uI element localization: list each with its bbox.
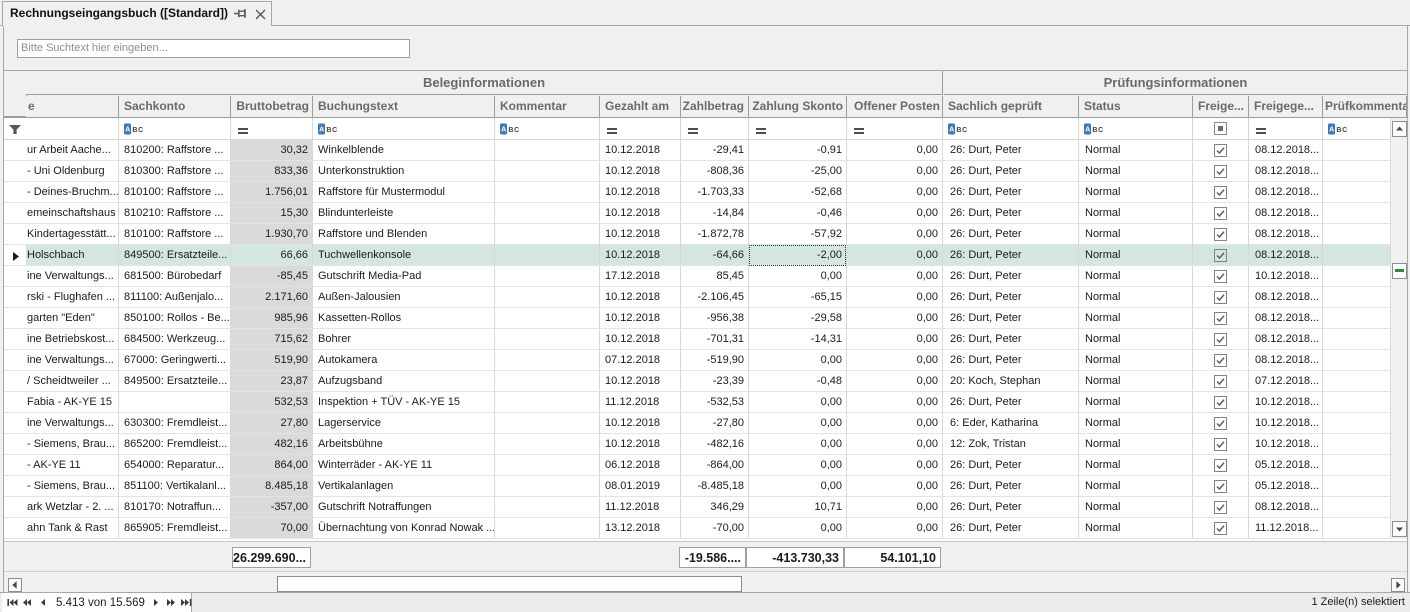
svg-text:BC: BC bbox=[508, 127, 520, 134]
svg-text:A: A bbox=[1085, 127, 1090, 134]
svg-text:A: A bbox=[319, 127, 324, 134]
svg-text:BC: BC bbox=[956, 127, 968, 134]
svg-text:A: A bbox=[125, 127, 130, 134]
svg-text:A: A bbox=[1329, 127, 1334, 134]
svg-text:A: A bbox=[949, 127, 954, 134]
svg-text:BC: BC bbox=[1336, 127, 1348, 134]
svg-text:BC: BC bbox=[1092, 127, 1104, 134]
svg-text:A: A bbox=[501, 127, 506, 134]
svg-text:BC: BC bbox=[132, 127, 144, 134]
svg-text:BC: BC bbox=[326, 127, 338, 134]
